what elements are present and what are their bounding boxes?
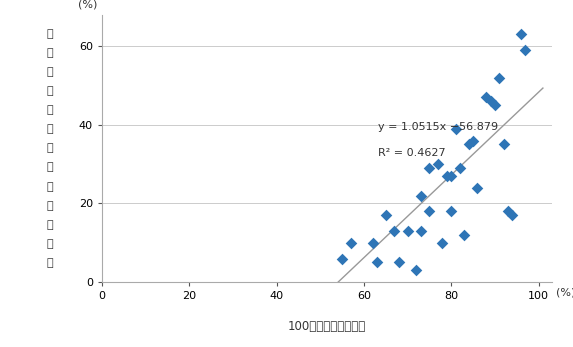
Point xyxy=(372,260,382,265)
Text: (%): (%) xyxy=(556,288,573,297)
Point xyxy=(442,173,452,179)
Point xyxy=(494,75,504,80)
Text: 国: 国 xyxy=(47,48,53,58)
Point xyxy=(416,228,425,234)
Point xyxy=(508,212,517,218)
Point xyxy=(516,32,525,37)
Point xyxy=(425,165,434,171)
Text: 100％－「関心なし」: 100％－「関心なし」 xyxy=(288,320,366,333)
Point xyxy=(499,142,508,147)
Point xyxy=(438,240,447,246)
Point xyxy=(394,260,403,265)
Point xyxy=(446,209,456,214)
Point xyxy=(464,142,473,147)
Text: 年: 年 xyxy=(47,67,53,77)
Point xyxy=(460,232,469,238)
Text: 各: 各 xyxy=(47,29,53,39)
Point xyxy=(368,240,377,246)
Text: 日: 日 xyxy=(47,143,53,153)
Text: 別: 別 xyxy=(47,105,53,115)
Point xyxy=(521,47,530,53)
Point xyxy=(337,256,347,261)
Text: 割: 割 xyxy=(47,239,53,249)
Text: 経: 経 xyxy=(47,162,53,172)
Text: (%): (%) xyxy=(78,0,97,9)
Point xyxy=(411,268,421,273)
Point xyxy=(390,228,399,234)
Text: 合: 合 xyxy=(47,258,53,268)
Text: 訪: 訪 xyxy=(47,124,53,134)
Point xyxy=(456,165,465,171)
Point xyxy=(481,94,490,100)
Text: R² = 0.4627: R² = 0.4627 xyxy=(378,149,446,158)
Point xyxy=(346,240,355,246)
Point xyxy=(381,212,390,218)
Point xyxy=(416,193,425,198)
Text: 者: 者 xyxy=(47,201,53,211)
Text: 代: 代 xyxy=(47,86,53,96)
Text: y = 1.0515x −56.879: y = 1.0515x −56.879 xyxy=(378,121,499,132)
Point xyxy=(403,228,412,234)
Point xyxy=(504,209,513,214)
Point xyxy=(425,209,434,214)
Point xyxy=(469,138,478,143)
Point xyxy=(486,98,495,104)
Text: 験: 験 xyxy=(47,181,53,192)
Point xyxy=(473,185,482,191)
Point xyxy=(490,102,500,108)
Text: の: の xyxy=(47,220,53,230)
Point xyxy=(451,126,460,132)
Point xyxy=(434,161,443,167)
Point xyxy=(446,173,456,179)
